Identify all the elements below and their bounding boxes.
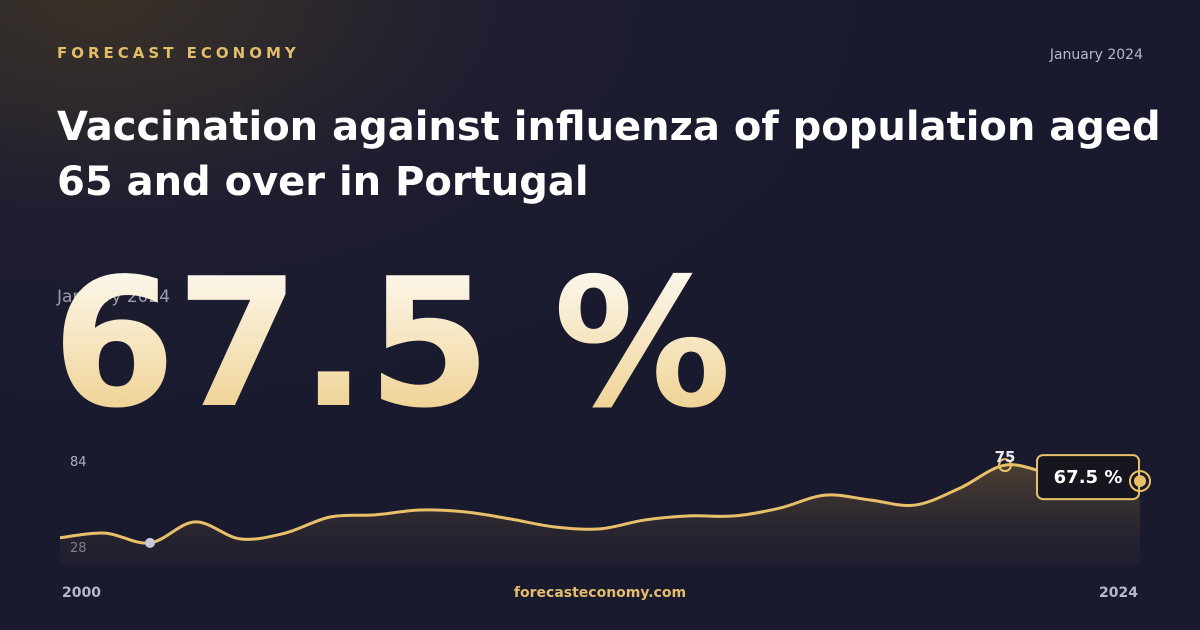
x-tick-label: 2024 (1099, 585, 1138, 601)
peak-label: 75 (995, 448, 1016, 466)
y-tick-label: 84 (70, 455, 87, 470)
end-marker (1134, 475, 1146, 488)
peak-marker (998, 458, 1012, 473)
area (60, 464, 1140, 565)
date: January 2024 (1049, 47, 1143, 63)
headline-date: January 2024 (56, 287, 170, 307)
x-tick-label: 2000 (62, 585, 101, 601)
title: Vaccination against influenza of populat… (57, 104, 1161, 205)
sparkline: 2884200020247567.5 % (59, 448, 1151, 601)
min-marker (145, 537, 155, 548)
brand: FORECAST ECONOMY (57, 44, 300, 62)
footer: forecasteconomy.com (514, 585, 686, 601)
headline-value: 67.5 % (52, 240, 732, 447)
callout-label: 67.5 % (1054, 467, 1123, 488)
line (59, 463, 1141, 545)
end-ring (1129, 470, 1151, 493)
